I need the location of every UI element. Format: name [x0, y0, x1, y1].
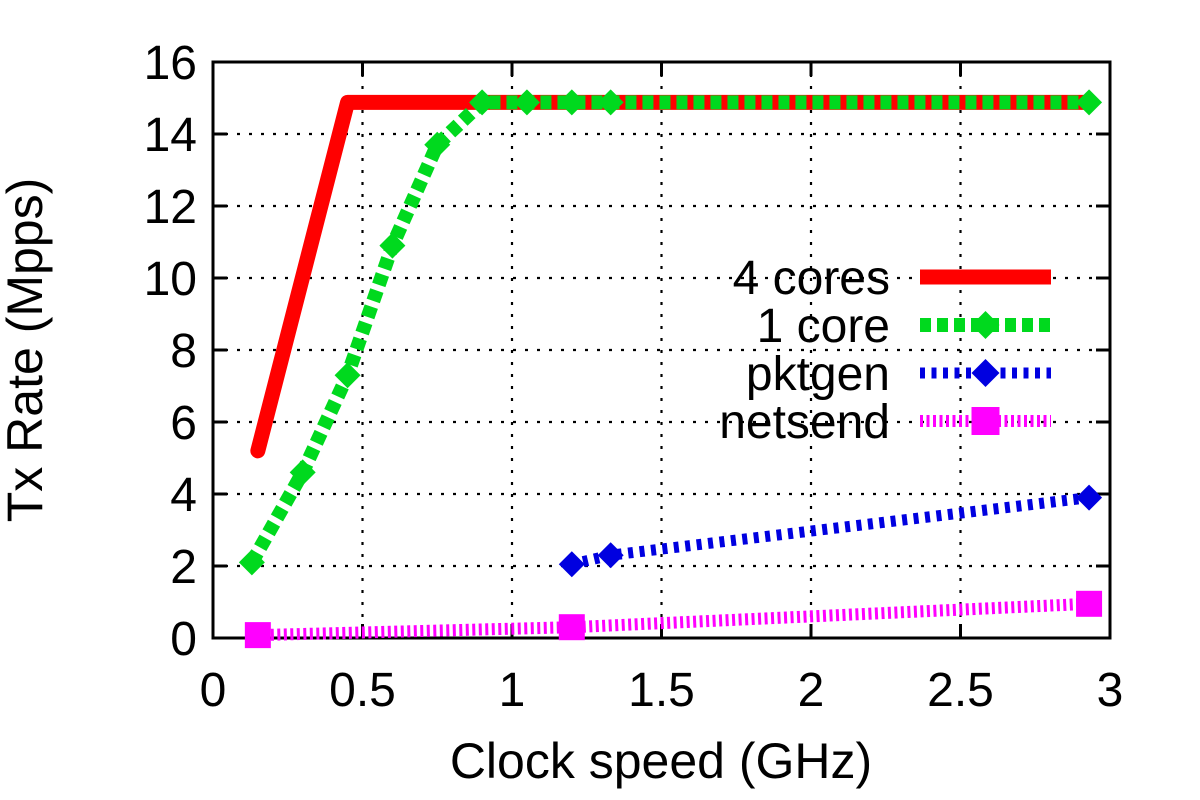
data-point-diamond: [289, 459, 316, 486]
data-point-diamond: [1076, 484, 1103, 511]
x-tick-label: 1: [499, 664, 526, 717]
legend-entry-4-cores: 4 cores: [733, 252, 1051, 305]
y-tick-label: 6: [170, 397, 197, 450]
x-tick-label: 0: [200, 664, 227, 717]
series-line: [250, 94, 1097, 459]
data-point-square: [244, 622, 271, 649]
data-point-square: [558, 614, 585, 641]
y-tick-label: 14: [144, 109, 197, 162]
series-pktgen: [558, 484, 1103, 578]
data-point-diamond: [1076, 89, 1103, 116]
x-tick-label: 0.5: [329, 664, 396, 717]
series-1-core: [238, 89, 1103, 576]
legend-entry-1-core: 1 core: [757, 300, 1051, 353]
y-tick-label: 8: [170, 325, 197, 378]
series-line: [570, 492, 1090, 570]
data-point-diamond: [424, 131, 451, 158]
data-point-diamond: [558, 89, 585, 116]
legend-label: 1 core: [757, 300, 890, 353]
data-point-diamond: [558, 551, 585, 578]
y-tick-label: 2: [170, 541, 197, 594]
legend-marker-diamond: [971, 311, 1000, 339]
series-netsend: [244, 590, 1103, 649]
legend-label: netsend: [719, 396, 890, 449]
y-tick-label: 10: [144, 253, 197, 306]
x-tick-label: 1.5: [628, 664, 695, 717]
y-tick-label: 0: [170, 613, 197, 666]
y-tick-label: 4: [170, 469, 197, 522]
series-line: [245, 95, 1090, 566]
grid-layer: [213, 62, 1110, 638]
x-tick-label: 2.5: [927, 664, 994, 717]
x-tick-label: 2: [798, 664, 825, 717]
series-4-cores: [250, 94, 1097, 459]
legend-label: pktgen: [746, 348, 890, 401]
series-layer: [238, 89, 1103, 649]
data-point-diamond: [379, 232, 406, 259]
legend-marker-diamond: [971, 359, 1000, 387]
data-point-diamond: [597, 542, 624, 569]
legend-entry-netsend: netsend: [719, 396, 1051, 449]
series-line: [257, 597, 1090, 642]
legend-label: 4 cores: [733, 252, 890, 305]
tick-label-layer: 0 0.5 1 1.5 2 2.5 3 0 2 4 6 8 10 12 14 16: [144, 37, 1124, 717]
x-tick-label: 3: [1097, 664, 1124, 717]
data-point-diamond: [334, 362, 361, 389]
x-axis-title: Clock speed (GHz): [450, 733, 872, 789]
legend-marker-square: [971, 407, 1000, 435]
data-point-diamond: [238, 549, 265, 576]
data-point-diamond: [469, 89, 496, 116]
legend-entry-pktgen: pktgen: [746, 348, 1051, 401]
y-axis-title: Tx Rate (Mpps): [0, 178, 53, 523]
y-tick-label: 12: [144, 181, 197, 234]
data-point-diamond: [513, 89, 540, 116]
data-point-square: [1076, 590, 1103, 617]
data-point-diamond: [597, 89, 624, 116]
y-tick-label: 16: [144, 37, 197, 90]
